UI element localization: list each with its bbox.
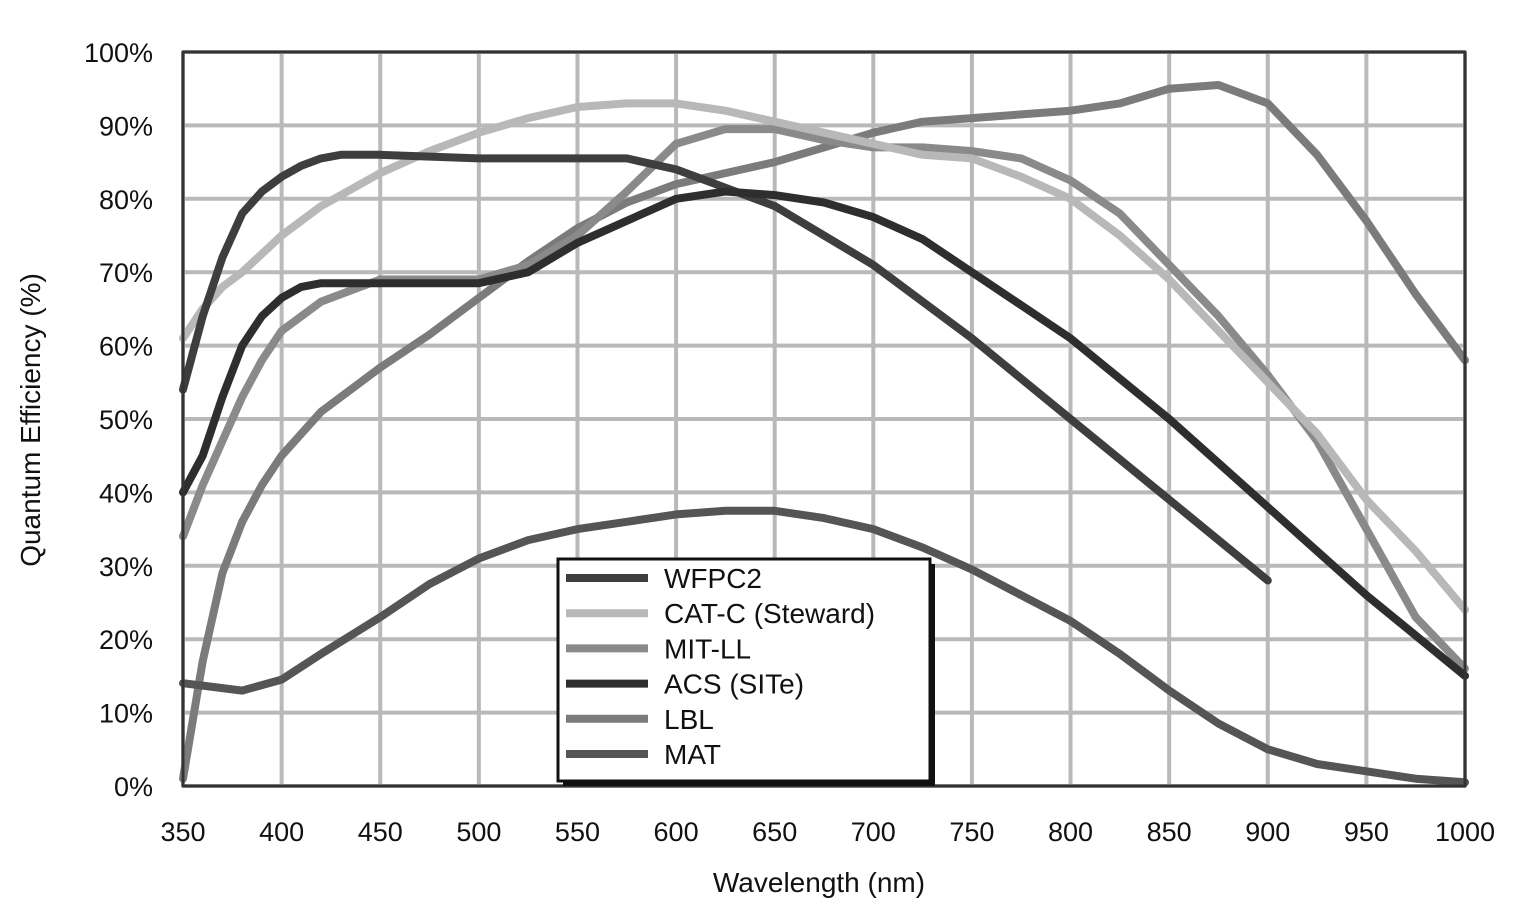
series-line-mat [179,506,1469,787]
x-tick-label: 800 [1048,817,1093,847]
legend-label: MIT-LL [664,633,751,664]
y-tick-label: 30% [99,552,153,582]
y-tick-label: 90% [99,111,153,141]
series-line-lbl [179,81,1469,783]
y-tick-label: 100% [84,38,153,68]
x-tick-label: 400 [259,817,304,847]
y-tick-label: 50% [99,405,153,435]
y-tick-label: 0% [114,772,153,802]
y-tick-label: 80% [99,185,153,215]
series-line-mit-ll [179,125,1469,673]
series-group [179,81,1469,787]
legend-label: MAT [664,739,721,770]
x-axis-ticks: 350 400 450 500 550 600 650 700 750 800 850 900 950 1… [160,817,1495,847]
legend: WFPC2 CAT-C (Steward) MIT-LL ACS (SITe) LBL M… [556,557,935,786]
series-line-wfpc2 [179,150,1272,585]
legend-label: LBL [664,704,714,735]
x-tick-label: 750 [949,817,994,847]
y-tick-label: 20% [99,625,153,655]
x-axis-title: Wavelength (nm) [713,867,925,898]
series-line-acs-site [179,187,1469,680]
legend-label: WFPC2 [664,563,762,594]
y-axis-ticks: 0% 10% 20% 30% 40% 50% 60% 70% 80% 90% 100% [84,38,153,802]
x-tick-label: 700 [851,817,896,847]
y-tick-label: 10% [99,699,153,729]
x-tick-label: 1000 [1435,817,1495,847]
x-tick-label: 850 [1147,817,1192,847]
x-tick-label: 450 [358,817,403,847]
x-tick-label: 500 [456,817,501,847]
y-axis-title: Quantum Efficiency (%) [15,273,46,567]
x-tick-label: 950 [1344,817,1389,847]
x-tick-label: 650 [752,817,797,847]
y-tick-label: 60% [99,332,153,362]
legend-label: CAT-C (Steward) [664,598,875,629]
x-tick-label: 550 [555,817,600,847]
series-line-cat-c-steward [179,99,1469,614]
y-tick-label: 70% [99,258,153,288]
x-tick-label: 600 [654,817,699,847]
legend-label: ACS (SITe) [664,669,804,700]
x-tick-label: 900 [1245,817,1290,847]
x-tick-label: 350 [160,817,205,847]
y-tick-label: 40% [99,478,153,508]
legend-box [556,557,932,783]
